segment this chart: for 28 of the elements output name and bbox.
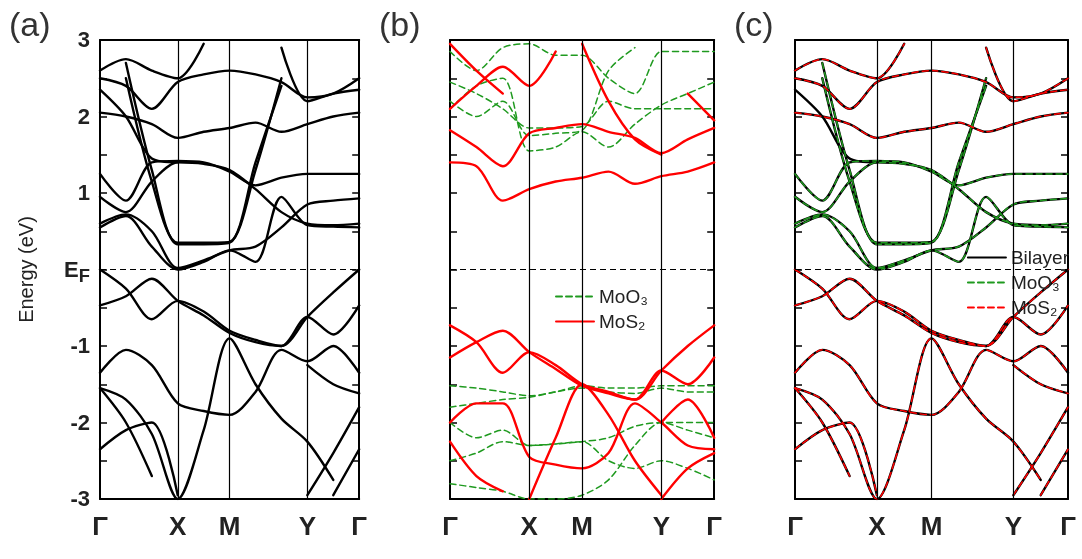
y-tick-label: 2	[77, 103, 90, 130]
y-tick-label: -3	[70, 486, 90, 512]
chart-title: (a)	[9, 5, 51, 43]
x-tick-label: Γ	[706, 511, 723, 541]
x-tick-label: M	[218, 511, 241, 541]
y-tick-label: 1	[77, 180, 90, 206]
chart-title: (c)	[734, 5, 774, 43]
y-axis-title: Energy (eV)	[15, 216, 37, 323]
x-tick-label: Y	[298, 511, 317, 541]
legend-label: MoS₂	[599, 311, 646, 332]
x-tick-label: Γ	[1060, 511, 1077, 541]
y-tick-label: E$_{F}$	[64, 256, 90, 286]
chart-title: (b)	[379, 5, 421, 43]
x-tick-label: X	[868, 511, 887, 541]
x-tick-label: Y	[1004, 511, 1023, 541]
x-tick-label: M	[920, 511, 943, 541]
x-tick-label: Γ	[92, 511, 109, 541]
y-tick-label: 3	[77, 27, 90, 53]
x-tick-label: Γ	[351, 511, 368, 541]
y-tick-label: -2	[70, 409, 90, 436]
legend-label: MoO₃	[599, 286, 648, 307]
x-tick-label: M	[571, 511, 593, 541]
x-tick-label: X	[169, 511, 188, 541]
y-tick-label: -1	[70, 333, 90, 359]
x-tick-label: Γ	[442, 511, 459, 541]
x-tick-label: Y	[652, 511, 671, 541]
x-tick-label: X	[520, 511, 539, 541]
x-tick-label: Γ	[787, 511, 804, 541]
